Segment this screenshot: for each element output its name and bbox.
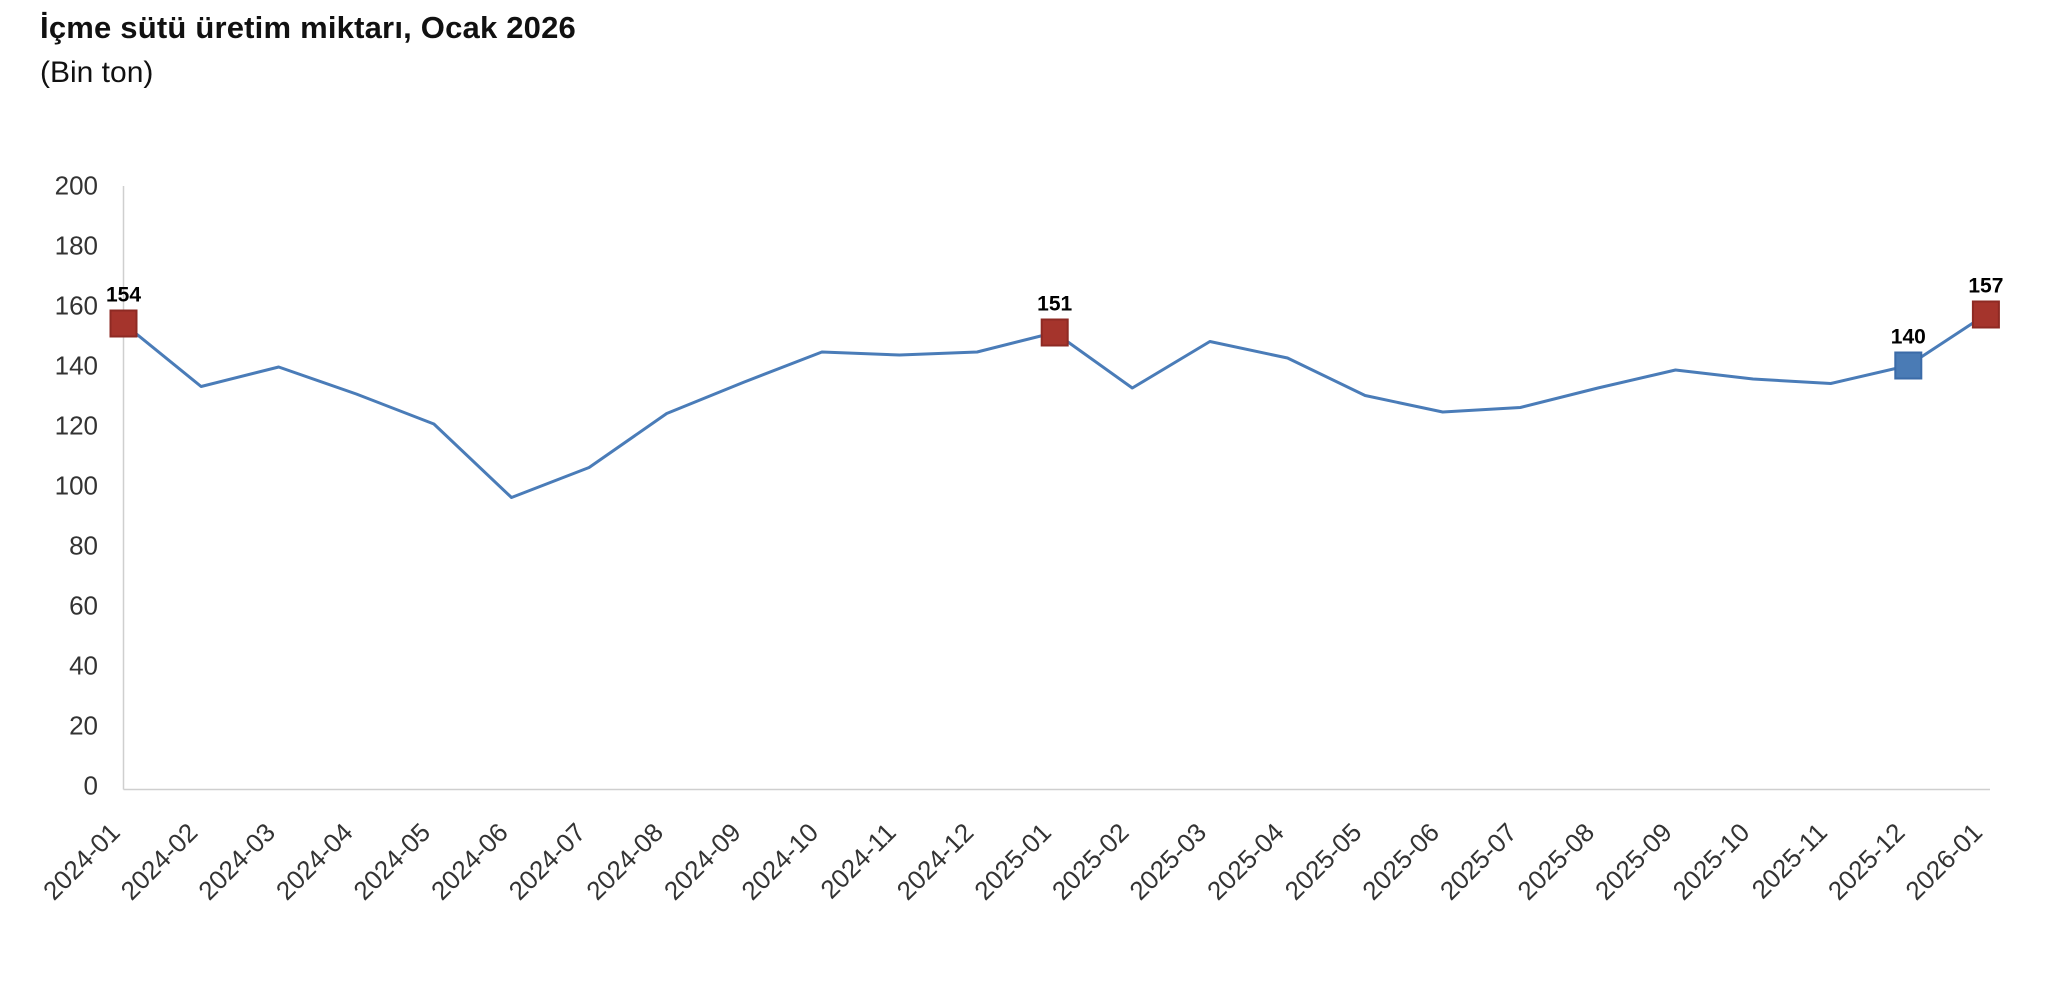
x-axis-label: 2024-11 [814,817,901,904]
chart-title: İçme sütü üretim miktarı, Ocak 2026 [40,10,576,45]
x-axis-label: 2024-07 [503,817,592,906]
y-axis-label: 60 [69,591,98,621]
x-axis-label: 2024-08 [580,817,669,906]
marker-2026-01[interactable] [1971,300,2000,329]
point-label-2025-01: 151 [1037,293,1072,316]
x-axis-label: 2025-09 [1589,817,1678,906]
y-axis-label: 20 [69,711,98,741]
x-axis-label: 2024-03 [192,817,281,906]
marker-2024-01[interactable] [109,309,138,338]
x-axis-label: 2025-01 [968,817,1057,906]
marker-2025-12[interactable] [1894,351,1923,380]
x-axis-label: 2025-12 [1822,817,1911,906]
x-axis-label: 2025-10 [1667,817,1756,906]
x-axis-label: 2024-06 [425,817,514,906]
x-axis-label: 2025-05 [1279,817,1368,906]
y-axis-label: 80 [69,531,98,561]
y-axis-label: 40 [69,651,98,681]
x-axis-label: 2024-02 [115,817,204,906]
marker-2025-01[interactable] [1040,318,1069,347]
y-axis-label: 120 [55,411,98,441]
x-axis-label: 2025-02 [1046,817,1135,906]
y-axis-label: 200 [55,171,98,201]
point-label-2025-12: 140 [1891,326,1926,349]
x-axis-label: 2024-10 [735,817,824,906]
point-label-2024-01: 154 [106,284,141,307]
x-axis-label: 2024-05 [347,817,436,906]
y-axis-label: 140 [55,351,98,381]
x-axis-label: 2024-12 [891,817,980,906]
y-axis-label: 100 [55,471,98,501]
x-axis-label: 2026-01 [1899,817,1988,906]
x-axis-label: 2025-07 [1434,817,1523,906]
x-axis-label: 2024-09 [658,817,747,906]
y-axis-label: 180 [55,231,98,261]
point-label-2026-01: 157 [1968,275,2003,298]
x-axis-label: 2025-03 [1123,817,1212,906]
x-axis-label: 2025-04 [1201,817,1290,906]
x-axis-label: 2024-04 [270,817,359,906]
chart-subtitle: (Bin ton) [40,56,154,89]
y-axis-label: 0 [84,771,98,801]
y-axis-label: 160 [55,291,98,321]
x-axis-label: 2025-11 [1746,817,1833,904]
x-axis-label: 2025-08 [1511,817,1600,906]
x-axis-label: 2025-06 [1356,817,1445,906]
x-axis-label: 2024-01 [37,817,126,906]
